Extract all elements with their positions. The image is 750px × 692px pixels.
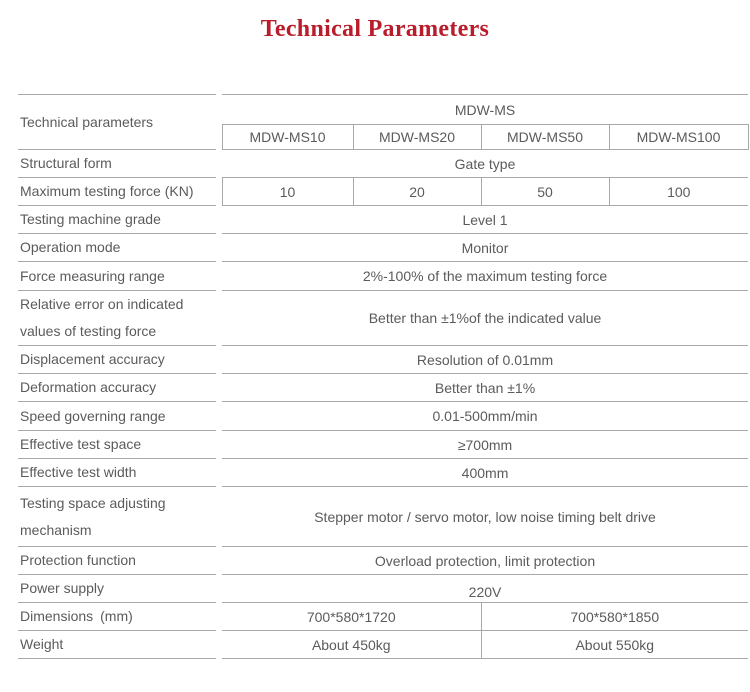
param-value-weight-right: About 550kg (480, 630, 749, 659)
param-value-effective-test-width: 400mm (222, 458, 749, 487)
param-value-force-measuring-range: 2%-100% of the maximum testing force (222, 261, 749, 291)
param-label-speed-governing-range: Speed governing range (18, 401, 216, 431)
param-label-deformation-accuracy: Deformation accuracy (18, 373, 216, 402)
param-label-power-supply: Power supply (18, 574, 216, 603)
param-label-protection-function: Protection function (18, 546, 216, 575)
param-label-effective-test-width: Effective test width (18, 458, 216, 487)
param-value-force-ms10: 10 (221, 177, 353, 206)
model-header-mdw-ms10: MDW-MS10 (221, 124, 353, 150)
param-value-force-ms100: 100 (608, 177, 749, 206)
param-value-power-supply: 220V (222, 574, 749, 603)
param-value-speed-governing-range: 0.01-500mm/min (222, 401, 749, 431)
param-label-structural-form: Structural form (18, 149, 216, 178)
page-title: Technical Parameters (260, 16, 490, 42)
spec-table: Technical parameters MDW-MS MDW-MS10 MDW… (18, 94, 749, 659)
series-header: MDW-MS (222, 94, 749, 125)
param-value-deformation-accuracy: Better than ±1% (222, 373, 749, 402)
param-value-dimensions-right: 700*580*1850 (480, 602, 749, 631)
corner-label: Technical parameters (18, 94, 216, 150)
param-value-relative-error: Better than ±1%of the indicated value (222, 290, 749, 346)
param-value-structural-form: Gate type (222, 149, 749, 178)
param-label-dimensions: Dimensions (mm) (18, 602, 216, 631)
param-label-operation-mode: Operation mode (18, 233, 216, 262)
param-label-effective-test-space: Effective test space (18, 430, 216, 459)
param-value-operation-mode: Monitor (222, 233, 749, 262)
param-value-force-ms20: 20 (352, 177, 481, 206)
param-label-machine-grade: Testing machine grade (18, 205, 216, 234)
param-value-dimensions-left: 700*580*1720 (222, 602, 481, 631)
param-value-protection-function: Overload protection, limit protection (222, 546, 749, 575)
model-header-mdw-ms50: MDW-MS50 (480, 124, 609, 150)
param-label-weight: Weight (18, 630, 216, 659)
param-value-weight-left: About 450kg (222, 630, 481, 659)
param-value-machine-grade: Level 1 (222, 205, 749, 234)
param-label-relative-error: Relative error on indicated values of te… (18, 290, 216, 346)
param-label-space-adjusting-mechanism: Testing space adjusting mechanism (18, 486, 216, 547)
param-value-effective-test-space: ≥700mm (222, 430, 749, 459)
model-header-mdw-ms20: MDW-MS20 (352, 124, 481, 150)
param-value-force-ms50: 50 (480, 177, 609, 206)
param-label-displacement-accuracy: Displacement accuracy (18, 345, 216, 374)
param-label-force-measuring-range: Force measuring range (18, 261, 216, 291)
model-header-mdw-ms100: MDW-MS100 (608, 124, 749, 150)
param-value-displacement-accuracy: Resolution of 0.01mm (222, 345, 749, 374)
param-label-maximum-testing-force: Maximum testing force (KN) (18, 177, 216, 206)
param-value-space-adjusting-mechanism: Stepper motor / servo motor, low noise t… (222, 486, 749, 547)
